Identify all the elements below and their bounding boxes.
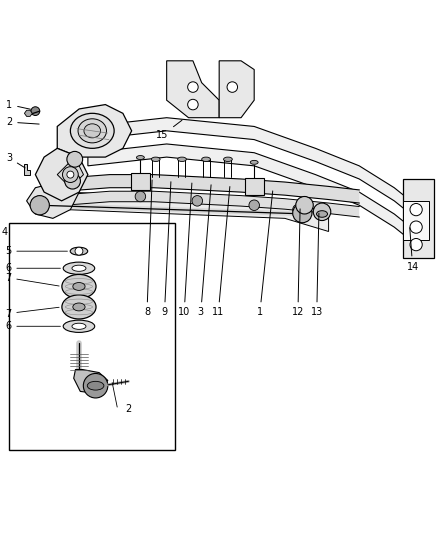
Circle shape	[135, 191, 146, 201]
Ellipse shape	[177, 157, 186, 161]
Circle shape	[410, 221, 422, 233]
Circle shape	[293, 204, 303, 215]
Text: 2: 2	[126, 405, 132, 414]
Text: 1: 1	[6, 100, 31, 110]
Text: 7: 7	[5, 273, 59, 286]
Polygon shape	[53, 175, 359, 203]
Ellipse shape	[73, 303, 85, 311]
Ellipse shape	[317, 211, 328, 217]
Text: 3: 3	[6, 153, 25, 168]
Polygon shape	[74, 369, 108, 393]
Ellipse shape	[71, 114, 114, 148]
Ellipse shape	[62, 295, 96, 319]
Ellipse shape	[201, 157, 210, 161]
Polygon shape	[244, 177, 264, 195]
Circle shape	[65, 173, 81, 189]
Polygon shape	[88, 144, 416, 245]
Circle shape	[63, 167, 78, 182]
Text: 2: 2	[6, 117, 39, 127]
Polygon shape	[131, 173, 150, 190]
Circle shape	[30, 196, 49, 215]
Circle shape	[410, 238, 422, 251]
Polygon shape	[219, 61, 254, 118]
Polygon shape	[88, 118, 416, 219]
Ellipse shape	[250, 160, 258, 164]
Polygon shape	[403, 179, 434, 258]
Circle shape	[83, 374, 108, 398]
Polygon shape	[25, 110, 32, 116]
Circle shape	[31, 107, 40, 116]
Ellipse shape	[70, 247, 88, 255]
Circle shape	[187, 82, 198, 92]
Text: 8: 8	[144, 180, 152, 318]
Polygon shape	[53, 191, 359, 217]
Circle shape	[313, 203, 331, 221]
Text: 6: 6	[5, 263, 60, 273]
Circle shape	[67, 151, 83, 167]
Text: 15: 15	[156, 120, 182, 140]
Circle shape	[249, 200, 259, 211]
Text: 14: 14	[406, 228, 419, 271]
Polygon shape	[25, 164, 30, 175]
Text: 10: 10	[178, 183, 192, 318]
Text: 1: 1	[257, 191, 273, 318]
Text: 13: 13	[311, 213, 323, 318]
Polygon shape	[57, 104, 132, 157]
Ellipse shape	[72, 265, 86, 271]
Text: 4: 4	[2, 227, 8, 237]
Circle shape	[293, 204, 312, 223]
Ellipse shape	[62, 274, 96, 298]
Circle shape	[227, 82, 237, 92]
Ellipse shape	[137, 156, 145, 159]
Ellipse shape	[63, 320, 95, 333]
Text: 3: 3	[198, 185, 211, 318]
Polygon shape	[403, 201, 429, 240]
Ellipse shape	[72, 323, 86, 329]
Text: 7: 7	[5, 308, 59, 319]
Polygon shape	[35, 148, 88, 201]
Ellipse shape	[73, 282, 85, 290]
Polygon shape	[27, 183, 79, 219]
Text: 5: 5	[5, 246, 67, 256]
Ellipse shape	[63, 262, 95, 274]
Text: 11: 11	[212, 187, 230, 318]
Ellipse shape	[84, 124, 101, 138]
Ellipse shape	[223, 157, 232, 161]
Text: 6: 6	[5, 321, 60, 332]
Text: 9: 9	[162, 182, 171, 318]
Circle shape	[296, 197, 313, 214]
Circle shape	[187, 99, 198, 110]
Polygon shape	[57, 161, 84, 183]
Bar	[9, 223, 175, 450]
Circle shape	[67, 171, 74, 178]
Ellipse shape	[87, 381, 104, 390]
Circle shape	[410, 204, 422, 216]
Ellipse shape	[78, 119, 106, 143]
Circle shape	[192, 196, 202, 206]
Polygon shape	[66, 192, 328, 231]
Circle shape	[75, 247, 83, 255]
Ellipse shape	[152, 157, 160, 161]
Text: 12: 12	[292, 209, 304, 318]
Polygon shape	[167, 61, 219, 118]
